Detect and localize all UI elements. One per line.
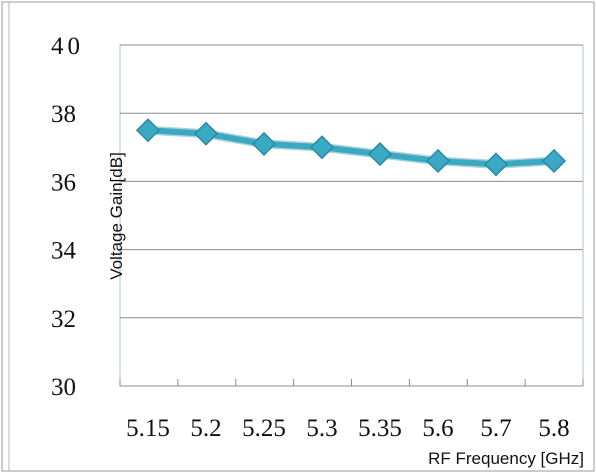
data-point-marker [425, 148, 451, 174]
y-axis-label: Voltage Gain[dB] [107, 152, 126, 280]
x-tick-label: 5.25 [242, 415, 286, 442]
x-tick-label: 5.2 [190, 415, 221, 442]
y-tick-label: 34 [51, 238, 77, 265]
x-tick-label: 5.6 [422, 415, 453, 442]
data-point-marker [135, 118, 161, 143]
plot-area [119, 44, 584, 387]
series-voltage-gain [135, 118, 567, 177]
gridlines [120, 44, 583, 319]
y-tick-label: 30 [51, 374, 76, 401]
y-tick-label: 32 [51, 306, 76, 333]
x-axis [119, 379, 584, 387]
x-tick-labels: 5.15 5.2 5.25 5.3 5.35 5.6 5.7 5.8 [126, 415, 570, 442]
y-tick-label: 38 [51, 101, 76, 128]
x-tick-label: 5.15 [126, 415, 170, 442]
data-point-marker [541, 148, 567, 174]
data-point-marker [483, 152, 509, 177]
data-point-marker [193, 121, 219, 146]
y-tick-labels: 30 32 34 36 38 40 [51, 33, 84, 401]
x-tick-label: 5.8 [538, 415, 569, 442]
x-axis-label: RF Frequency [GHz] [428, 449, 584, 468]
data-point-marker [309, 135, 335, 160]
data-point-marker [251, 131, 277, 156]
data-point-marker [367, 142, 393, 167]
y-tick-label: 40 [51, 33, 84, 60]
y-tick-label: 36 [51, 169, 76, 196]
x-tick-label: 5.35 [358, 415, 402, 442]
x-tick-label: 5.3 [306, 415, 337, 442]
x-tick-label: 5.7 [480, 415, 511, 442]
